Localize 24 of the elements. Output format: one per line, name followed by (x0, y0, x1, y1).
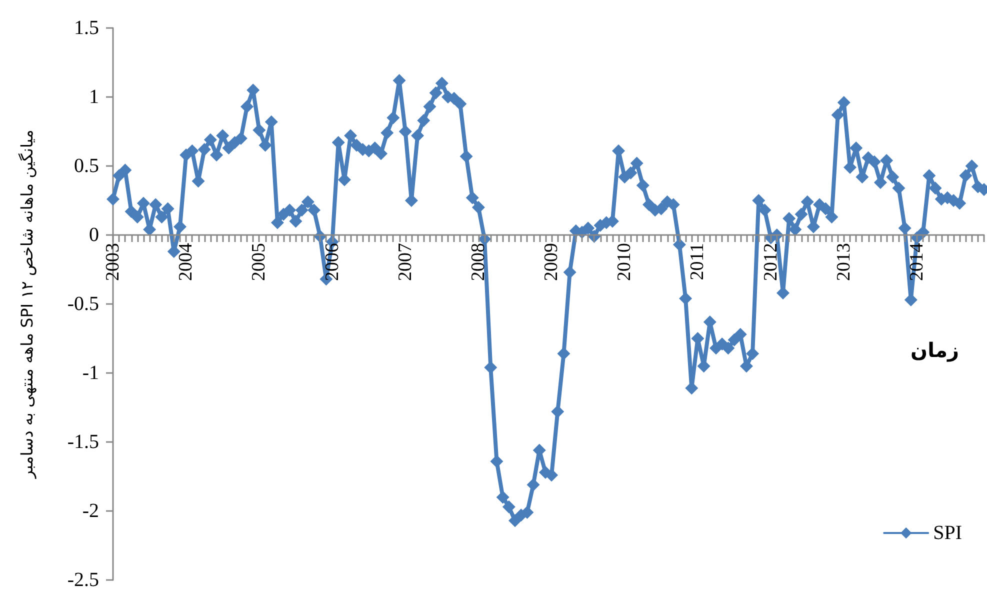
x-tick-label: 2011 (687, 243, 708, 280)
x-axis-title: زمان (910, 338, 960, 362)
x-tick-label: 2009 (541, 243, 562, 281)
x-tick-label: 2013 (833, 243, 854, 281)
x-tick-label: 2004 (176, 242, 197, 281)
x-tick-label: 2003 (102, 243, 124, 281)
x-tick-label: 2012 (760, 243, 782, 281)
x-tick-label: 2010 (614, 243, 636, 281)
y-tick-label: -0.5 (67, 293, 99, 315)
y-tick-label: 1 (89, 86, 99, 108)
x-tick-label: 2014 (906, 242, 928, 281)
y-axis-title: میانگین ماهانه شاخص SPI ۱۲ ماهه منتهی به دسامبر (18, 130, 36, 480)
y-tick-label: 0 (89, 224, 99, 246)
x-tick-label: 2005 (248, 243, 270, 281)
y-tick-label: -1 (82, 362, 99, 384)
y-tick-label: 1.5 (74, 17, 99, 39)
legend-label: SPI (933, 522, 962, 544)
x-tick-label: 2006 (322, 243, 343, 281)
y-tick-label: -2.5 (67, 569, 99, 590)
x-tick-label: 2008 (468, 243, 489, 281)
y-tick-label: 0.5 (74, 155, 99, 177)
y-tick-label: -1.5 (67, 431, 99, 453)
x-tick-label: 2007 (394, 243, 416, 281)
y-tick-label: -2 (82, 500, 99, 522)
